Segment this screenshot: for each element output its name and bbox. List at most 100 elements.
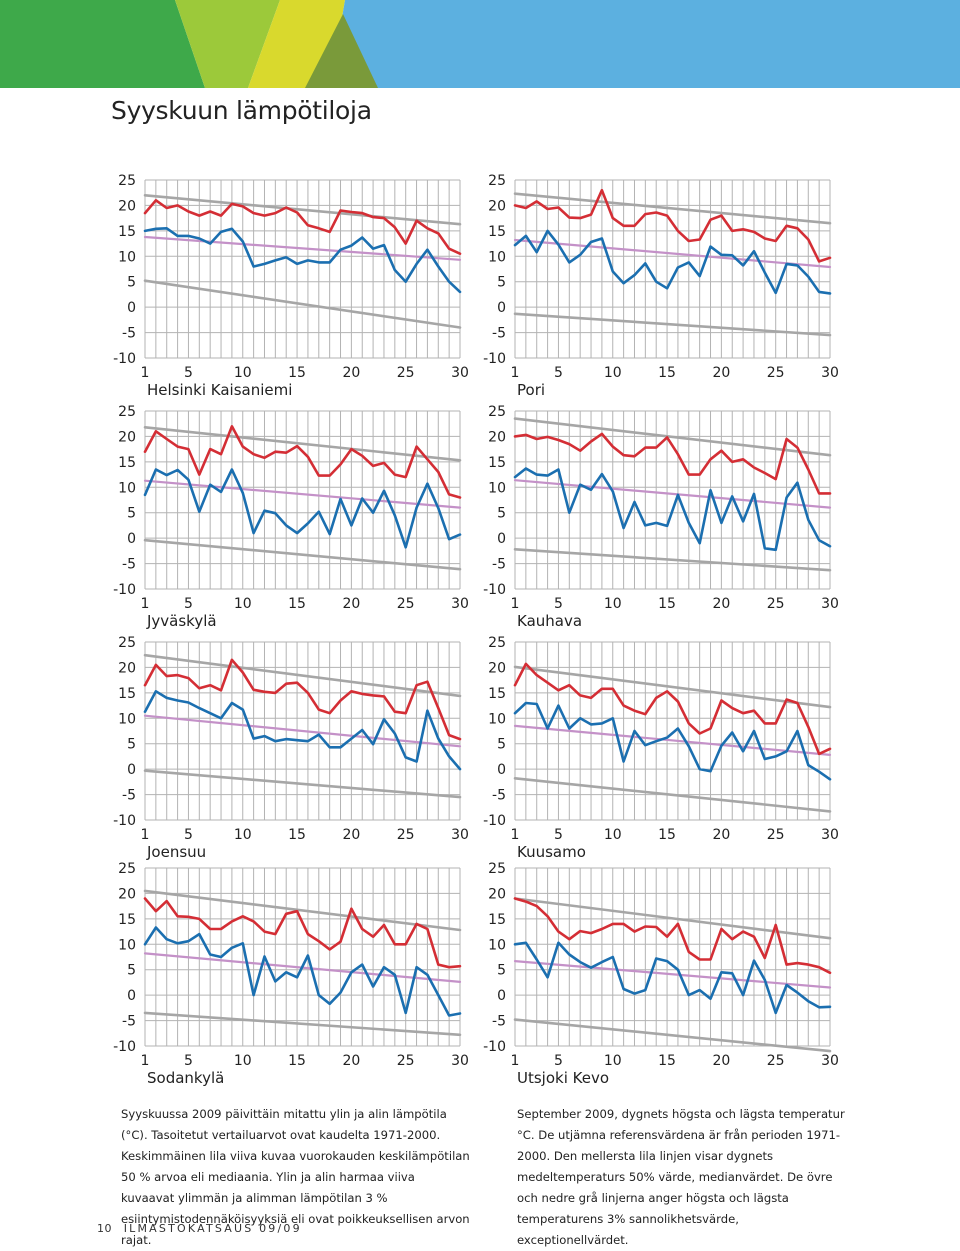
x-tick-label: 15 <box>288 365 306 381</box>
x-tick-label: 1 <box>511 1053 520 1069</box>
series-line-ext-low <box>143 279 462 329</box>
series-line-max <box>513 662 832 756</box>
series-line-ext-low <box>513 548 832 572</box>
y-tick-label: 0 <box>497 762 506 778</box>
series-line-median <box>513 959 832 989</box>
x-tick-label: 20 <box>712 1053 730 1069</box>
x-tick-label: 15 <box>658 596 676 612</box>
banner-stripe-olive <box>305 14 378 88</box>
y-tick-label: 20 <box>488 886 506 902</box>
station-label-utsjoki-kevo: Utsjoki Kevo <box>517 1069 609 1087</box>
series-line-ext-high <box>513 192 832 225</box>
y-tick-label: 10 <box>118 249 136 265</box>
series-line-min <box>513 701 832 781</box>
y-tick-label: 0 <box>497 531 506 547</box>
series-line-max <box>143 897 462 969</box>
x-tick-label: 15 <box>658 365 676 381</box>
x-tick-label: 25 <box>397 1053 415 1069</box>
chart-kauhava: 25 20 15 10 5 0 -5 -10 1 5 10 15 20 25 30 Kauhava <box>478 401 839 630</box>
station-label-kuusamo: Kuusamo <box>517 843 586 861</box>
header-banner <box>0 0 960 88</box>
x-tick-label: 5 <box>554 1053 563 1069</box>
series-line-median <box>513 238 832 269</box>
x-tick-label: 20 <box>342 1053 360 1069</box>
y-tick-label: 20 <box>118 660 136 676</box>
banner-stripe-blue <box>330 0 960 88</box>
y-tick-label: 20 <box>488 198 506 214</box>
y-tick-label: 20 <box>488 660 506 676</box>
x-tick-label: 30 <box>821 827 839 843</box>
series-line-min <box>513 467 832 552</box>
x-tick-label: 30 <box>821 365 839 381</box>
x-tick-label: 25 <box>397 365 415 381</box>
y-tick-label: 10 <box>118 711 136 727</box>
y-tick-label: 20 <box>118 886 136 902</box>
chart-utsjoki-kevo: 25 20 15 10 5 0 -5 -10 1 5 10 15 20 25 30 Utsjoki Kevo <box>478 858 839 1087</box>
y-tick-label: 0 <box>497 300 506 316</box>
series-line-max <box>143 658 462 741</box>
y-tick-label: 0 <box>127 300 136 316</box>
y-tick-label: 25 <box>118 635 136 651</box>
y-tick-label: 5 <box>497 737 506 753</box>
grid <box>514 179 831 359</box>
caption-finnish-text: Syyskuussa 2009 päivittäin mitattu ylin … <box>121 1107 470 1247</box>
y-tick-label: -10 <box>483 582 506 598</box>
banner-stripe-lime <box>175 0 280 88</box>
chart-jyvaskyla: 25 20 15 10 5 0 -5 -10 1 5 10 15 20 25 30 Jyväskylä <box>108 401 469 630</box>
series-line-ext-high <box>143 425 462 462</box>
x-tick-label: 1 <box>511 596 520 612</box>
station-label-joensuu: Joensuu <box>146 843 206 861</box>
y-tick-label: -5 <box>492 557 506 573</box>
y-tick-label: 10 <box>118 480 136 496</box>
y-tick-label: 25 <box>488 635 506 651</box>
y-tick-label: -10 <box>113 813 136 829</box>
y-tick-label: 5 <box>127 737 136 753</box>
x-tick-label: 30 <box>821 1053 839 1069</box>
x-tick-label: 5 <box>184 365 193 381</box>
series-line-median <box>143 479 462 509</box>
y-tick-label: 0 <box>127 988 136 1004</box>
series-line-median <box>143 714 462 748</box>
y-tick-label: -10 <box>483 351 506 367</box>
x-tick-label: 5 <box>184 596 193 612</box>
y-tick-label: -5 <box>122 326 136 342</box>
y-tick-label: -5 <box>122 557 136 573</box>
y-tick-label: 25 <box>118 861 136 877</box>
y-tick-label: 15 <box>118 455 136 471</box>
y-tick-label: 20 <box>118 429 136 445</box>
station-label-kauhava: Kauhava <box>517 612 582 630</box>
x-tick-label: 10 <box>234 1053 252 1069</box>
y-tick-label: -10 <box>113 351 136 367</box>
caption-swedish: September 2009, dygnets högsta och lägst… <box>517 1104 847 1251</box>
y-tick-label: 15 <box>488 455 506 471</box>
chart-helsinki-kaisaniemi: 25 20 15 10 5 0 -5 -10 1 5 10 15 20 25 30 Helsinki Kais… <box>108 170 469 399</box>
footer-publication: ILMASTOKATSAUS 09/09 <box>123 1222 302 1235</box>
series-line-ext-high <box>143 889 462 932</box>
x-tick-label: 5 <box>554 827 563 843</box>
series-line-min <box>143 468 462 549</box>
x-tick-label: 15 <box>658 827 676 843</box>
x-tick-label: 10 <box>604 1053 622 1069</box>
series-line-median <box>513 724 832 757</box>
x-tick-label: 10 <box>604 596 622 612</box>
y-tick-label: 25 <box>118 404 136 420</box>
station-label-helsinki-kaisaniemi: Helsinki Kaisaniemi <box>147 381 292 399</box>
series-line-ext-low <box>513 777 832 813</box>
banner-stripe-green <box>0 0 205 88</box>
grid <box>514 867 831 1047</box>
x-tick-label: 15 <box>288 596 306 612</box>
series-line-ext-low <box>513 1018 832 1053</box>
series-line-min <box>513 229 832 295</box>
series-line-ext-low <box>143 538 462 571</box>
series-line-max <box>143 424 462 499</box>
series-line-ext-low <box>513 312 832 337</box>
series-line-max <box>513 432 832 495</box>
y-tick-label: 25 <box>488 861 506 877</box>
x-tick-label: 5 <box>184 1053 193 1069</box>
series-line-ext-low <box>143 769 462 799</box>
caption-swedish-text: September 2009, dygnets högsta och lägst… <box>517 1107 845 1247</box>
series-line-ext-high <box>143 193 462 226</box>
y-tick-label: 10 <box>488 711 506 727</box>
